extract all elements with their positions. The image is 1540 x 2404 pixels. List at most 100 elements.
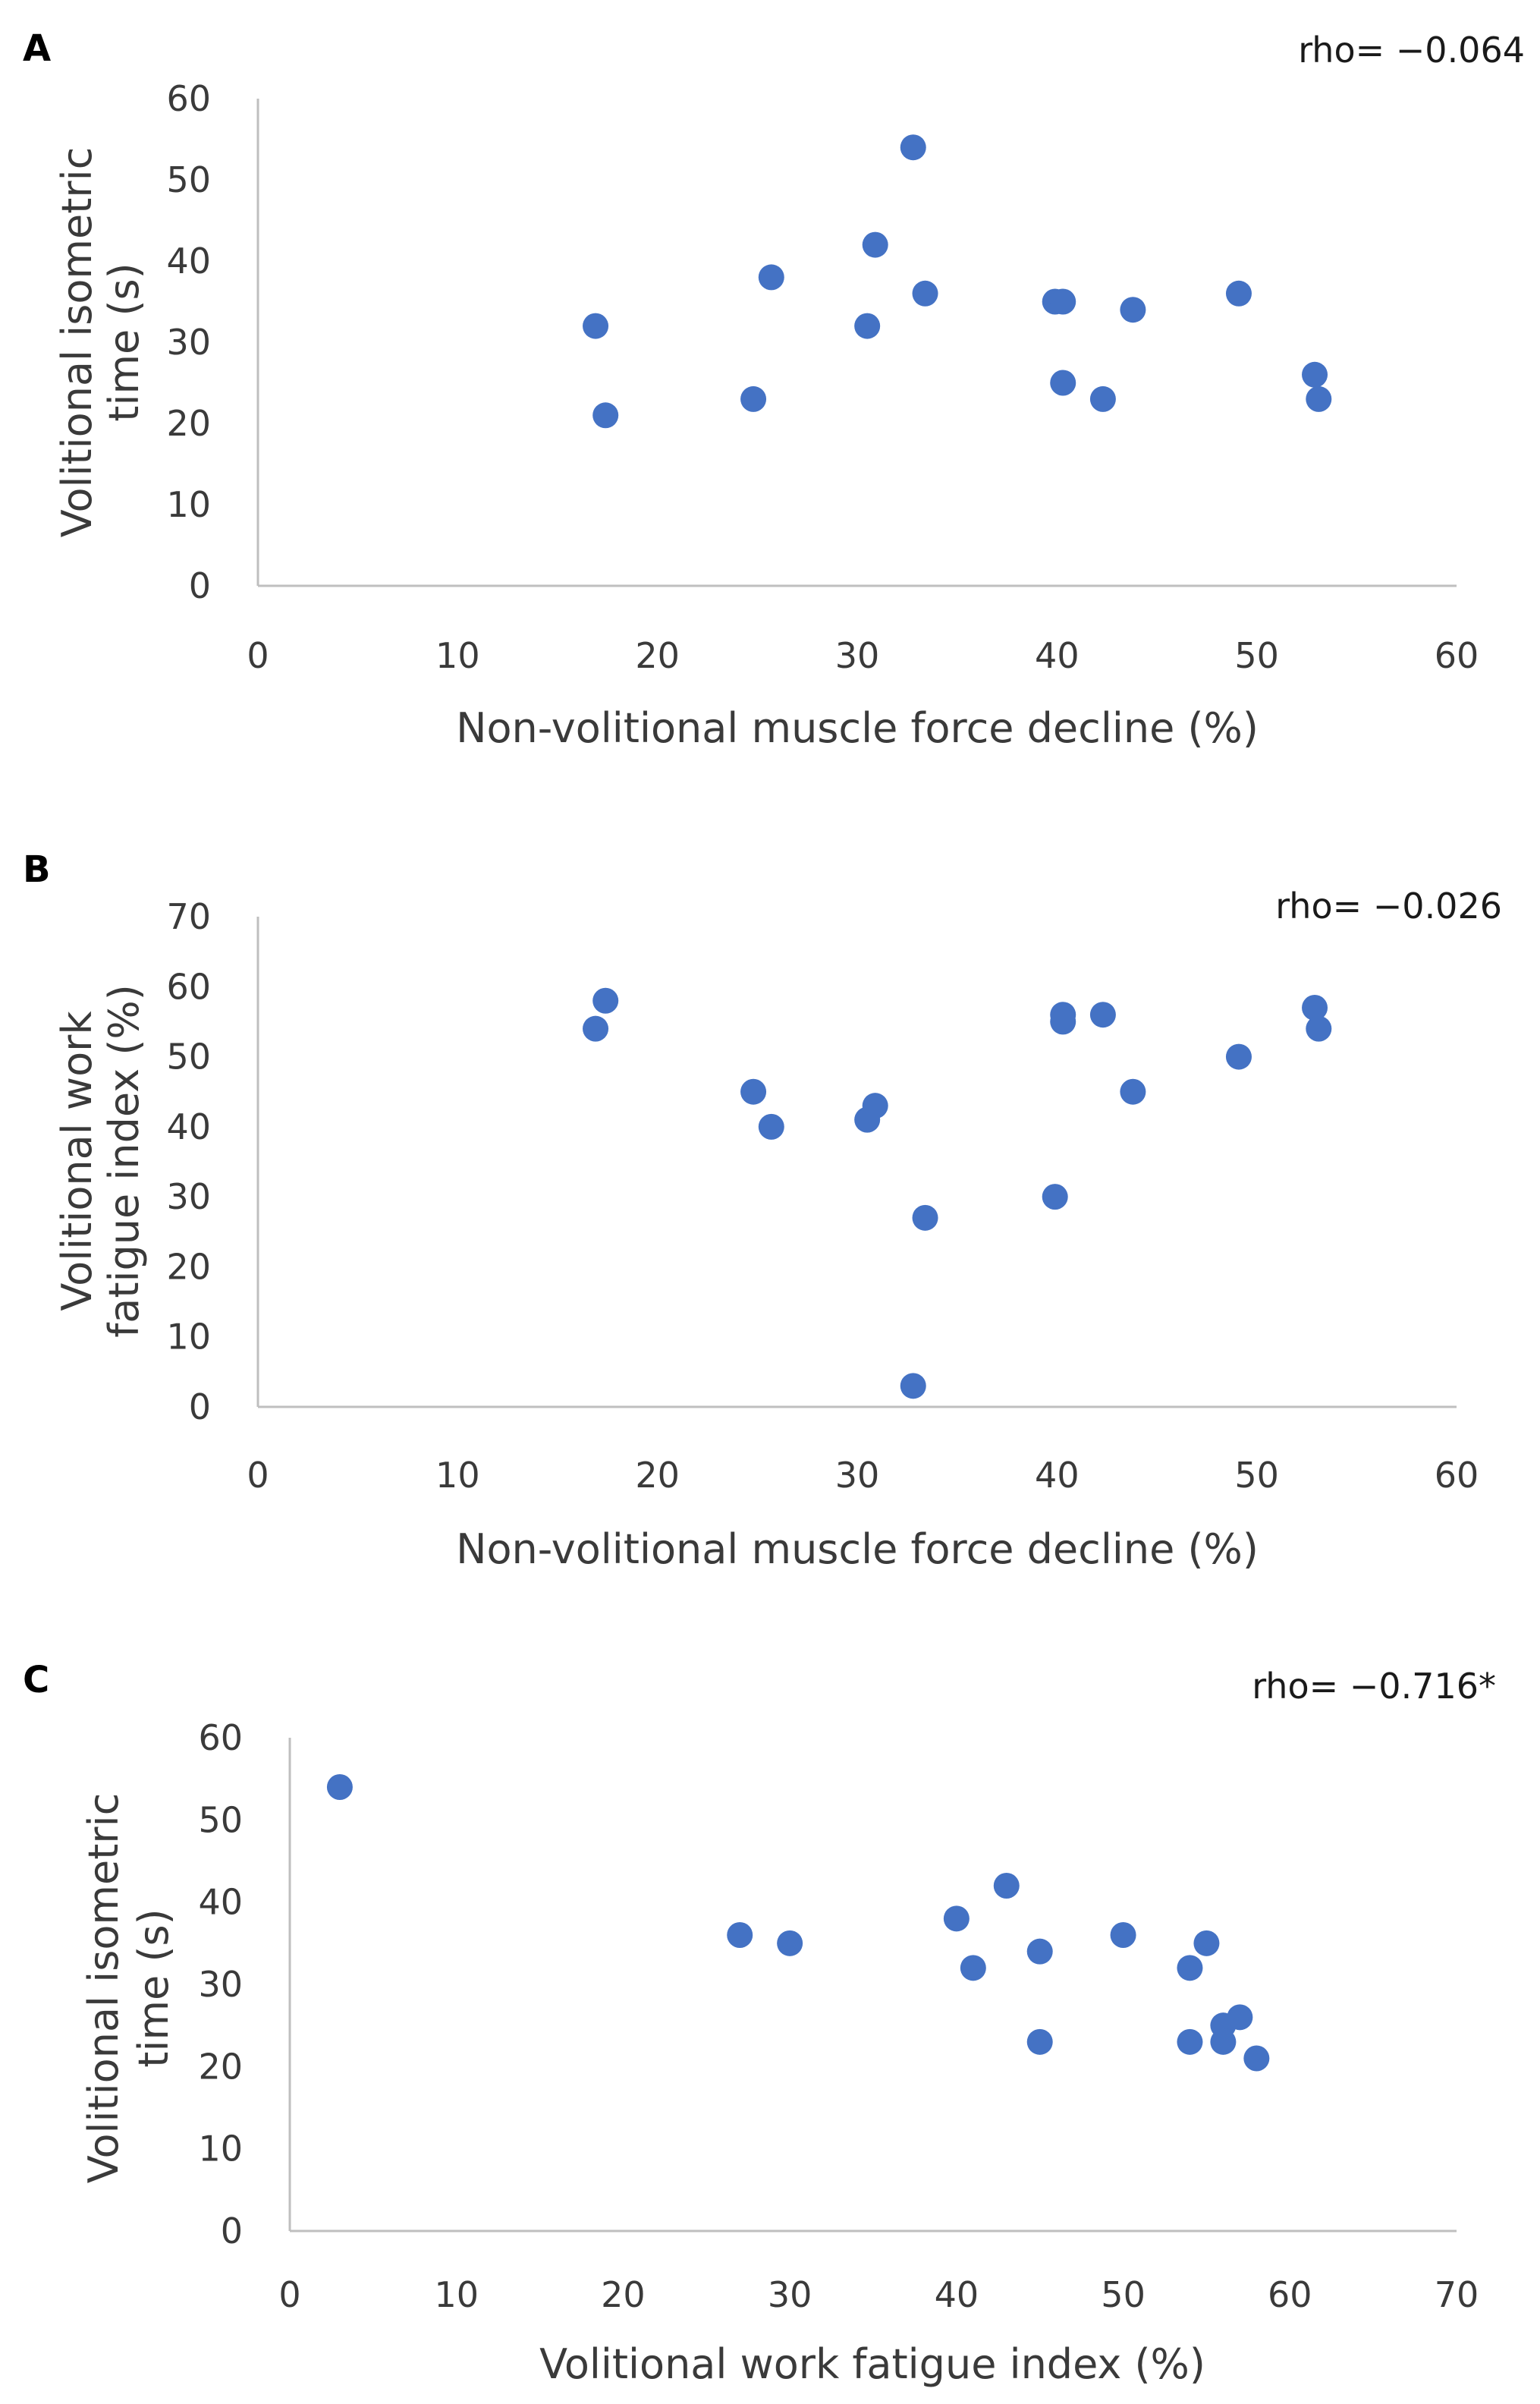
x-tick-label: 50 [1234,1455,1279,1496]
data-point [1193,1930,1220,1956]
panel-letter-c: C [23,1659,49,1701]
y-axis-title-line: Volitional work [53,1011,101,1311]
data-point [592,402,619,429]
data-point [1110,1922,1136,1948]
y-tick-label: 60 [198,1717,243,1758]
data-point [900,1373,926,1399]
data-point [862,231,888,258]
y-tick-label: 10 [166,1317,211,1358]
y-axis-title-line: fatigue index (%) [100,984,148,1338]
x-tick-label: 40 [1035,635,1080,676]
x-tick-label: 20 [601,2274,646,2315]
x-axis-title-b: Non-volitional muscle force decline (%) [456,1525,1259,1573]
x-tick-label: 50 [1234,635,1279,676]
data-point [854,313,881,339]
x-tick-label: 30 [835,1455,880,1496]
panel-letter-a: A [23,27,51,70]
data-point [1120,297,1146,323]
data-point [740,1078,767,1105]
x-tick-label: 60 [1435,1455,1479,1496]
x-tick-label: 0 [247,635,269,676]
y-axis-title-a: Volitional isometrictime (s) [53,147,148,538]
x-axis-title-a: Non-volitional muscle force decline (%) [456,704,1259,752]
y-tick-label: 30 [166,1176,211,1217]
panel-letter-b: B [23,848,51,891]
x-tick-label: 0 [278,2274,300,2315]
data-point [1042,1184,1068,1210]
y-axis-title-b: Volitional workfatigue index (%) [53,984,148,1338]
x-tick-label: 40 [935,2274,979,2315]
data-point [583,1015,609,1042]
x-tick-label: 20 [635,1455,680,1496]
data-point [727,1922,753,1948]
y-tick-label: 70 [166,896,211,937]
x-tick-label: 50 [1101,2274,1146,2315]
x-tick-label: 10 [435,635,480,676]
y-axis-title-c: Volitional isometrictime (s) [80,1793,178,2184]
y-tick-label: 10 [198,2129,243,2170]
data-point [993,1873,1020,1899]
data-point [1306,385,1332,412]
data-point [740,385,767,412]
y-tick-label: 60 [166,78,211,119]
y-axis-title-line: Volitional isometric [80,1793,127,2184]
data-point [912,280,938,307]
data-point [592,987,619,1014]
x-tick-label: 60 [1268,2274,1312,2315]
x-tick-label: 0 [247,1455,269,1496]
y-tick-label: 0 [221,2210,243,2251]
data-point [1050,370,1076,396]
x-tick-label: 40 [1035,1455,1080,1496]
data-point [758,1113,784,1140]
data-point [1089,385,1116,412]
y-tick-label: 40 [198,1882,243,1923]
data-point [943,1905,970,1932]
data-point [1243,2045,1270,2072]
data-point [1306,1015,1332,1042]
y-tick-label: 30 [198,1964,243,2005]
x-tick-label: 30 [768,2274,812,2315]
y-tick-label: 20 [166,1246,211,1287]
data-point [1120,1078,1146,1105]
y-tick-label: 20 [198,2046,243,2087]
data-point [862,1093,888,1119]
y-tick-label: 50 [166,1037,211,1078]
data-point [1050,1008,1076,1035]
data-point [900,134,926,161]
data-point [583,313,609,339]
x-tick-label: 30 [835,635,880,676]
rho-annotation-c: rho= −0.716* [1252,1666,1496,1707]
x-tick-label: 60 [1435,635,1479,676]
y-tick-label: 40 [166,1106,211,1147]
data-point [1177,1955,1203,1981]
data-point [1227,2004,1253,2031]
data-point [777,1930,803,1956]
data-point [1026,1938,1053,1965]
rho-annotation-a: rho= −0.064 [1298,30,1525,71]
y-tick-label: 10 [166,484,211,525]
data-point [912,1204,938,1231]
y-tick-label: 0 [189,565,211,606]
x-tick-label: 10 [435,1455,480,1496]
x-tick-label: 20 [635,635,680,676]
rho-annotation-b: rho= −0.026 [1275,886,1502,927]
data-point [1225,1043,1252,1070]
y-tick-label: 50 [198,1799,243,1840]
data-point [960,1955,986,1981]
data-point [1302,994,1328,1021]
data-point [326,1774,353,1800]
y-axis-title-line: time (s) [100,263,148,421]
data-point [1210,2028,1237,2055]
data-point [1302,361,1328,388]
x-tick-label: 70 [1435,2274,1479,2315]
y-axis-title-line: time (s) [130,1908,178,2067]
x-axis-title-c: Volitional work fatigue index (%) [539,2340,1205,2388]
y-tick-label: 50 [166,159,211,200]
y-tick-label: 40 [166,241,211,282]
data-point [1225,280,1252,307]
data-point [1177,2028,1203,2055]
y-tick-label: 30 [166,322,211,363]
